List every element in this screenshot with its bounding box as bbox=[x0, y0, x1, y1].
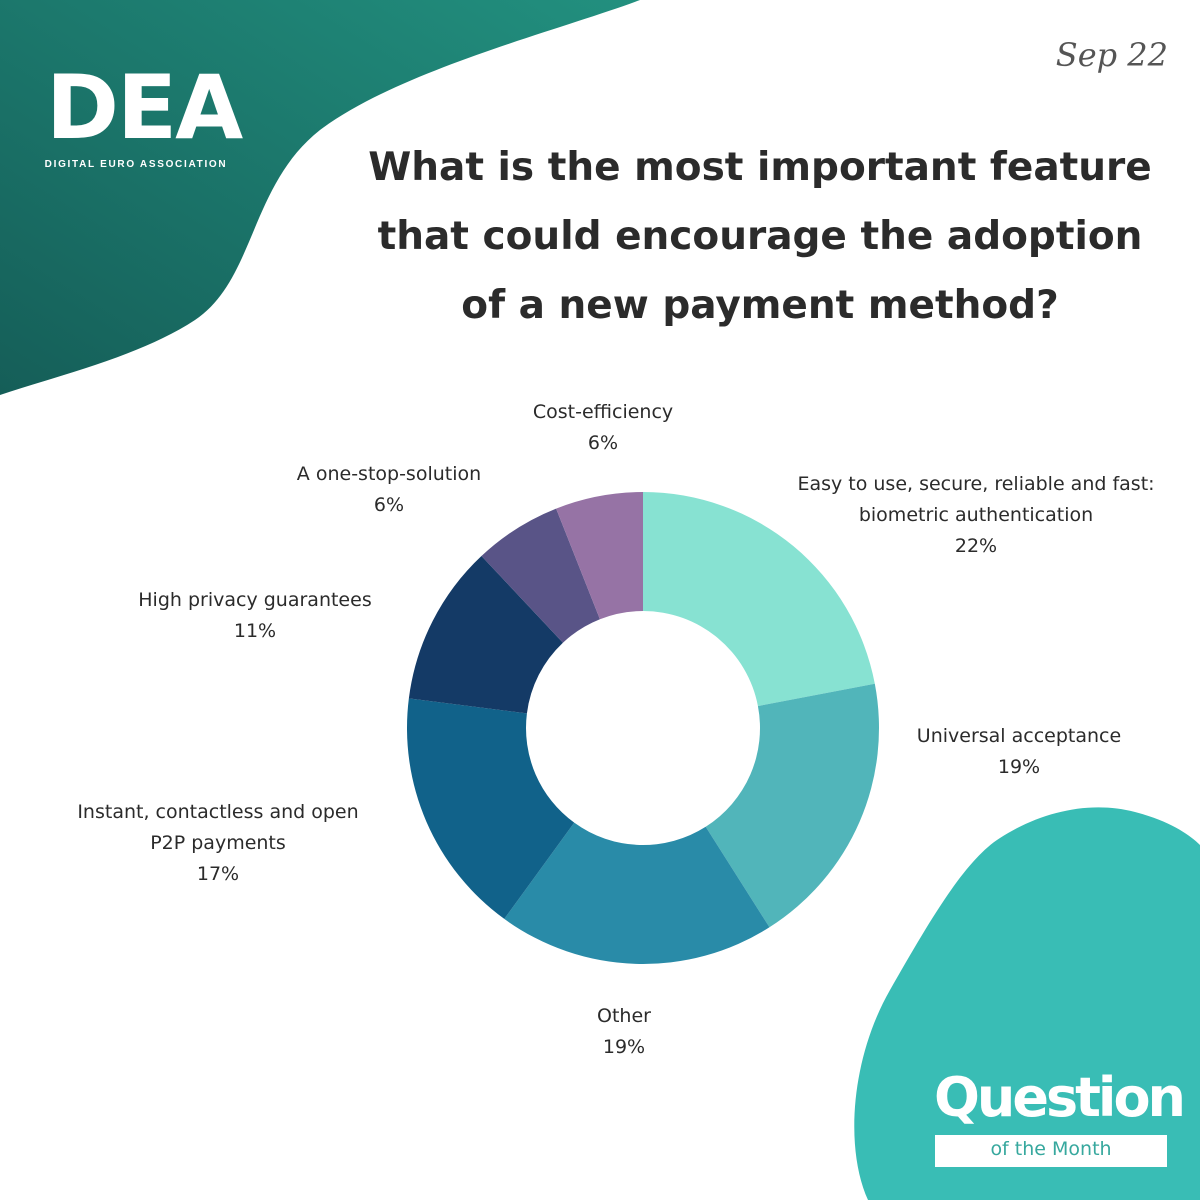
slice-label: Universal acceptance 19% bbox=[917, 725, 1121, 778]
slice-category-label: Other bbox=[597, 1005, 651, 1027]
donut-slice bbox=[556, 492, 643, 620]
slice-label: Easy to use, secure, reliable and fast: b… bbox=[797, 473, 1154, 557]
slice-category-label: P2P payments bbox=[150, 832, 286, 854]
donut-slice bbox=[643, 492, 875, 707]
dea-logo: DEA bbox=[46, 56, 243, 159]
slice-label: Instant, contactless and open P2P payment… bbox=[77, 801, 358, 885]
slice-category-label: Cost-efficiency bbox=[533, 401, 673, 423]
question-badge-subtitle: of the Month bbox=[990, 1138, 1112, 1160]
donut-slice bbox=[705, 683, 879, 928]
bottom-right-blob-shape bbox=[854, 807, 1200, 1200]
slice-label: A one-stop-solution 6% bbox=[297, 463, 481, 516]
slice-category-label: A one-stop-solution bbox=[297, 463, 481, 485]
donut-slice bbox=[504, 822, 770, 964]
slice-value-label: 22% bbox=[955, 535, 997, 557]
slice-value-label: 19% bbox=[998, 756, 1040, 778]
title-line: of a new payment method? bbox=[461, 283, 1059, 328]
slice-label: Cost-efficiency 6% bbox=[533, 401, 673, 454]
donut-slice bbox=[407, 698, 575, 919]
slice-value-label: 17% bbox=[197, 863, 239, 885]
chart-title: What is the most important feature that … bbox=[330, 133, 1190, 340]
donut-slice bbox=[481, 508, 600, 643]
top-left-wave-shape bbox=[0, 0, 640, 395]
slice-category-label: biometric authentication bbox=[859, 504, 1093, 526]
slice-value-label: 6% bbox=[374, 494, 404, 516]
slice-category-label: Easy to use, secure, reliable and fast: bbox=[797, 473, 1154, 495]
slice-value-label: 19% bbox=[603, 1036, 645, 1058]
logo-subtitle: DIGITAL EURO ASSOCIATION bbox=[44, 159, 228, 170]
date-label: Sep 22 bbox=[1055, 36, 1168, 74]
question-badge-title: Question bbox=[934, 1066, 1186, 1129]
slice-category-label: Instant, contactless and open bbox=[77, 801, 358, 823]
title-line: that could encourage the adoption bbox=[377, 214, 1143, 259]
slice-category-label: High privacy guarantees bbox=[138, 589, 371, 611]
donut-slice bbox=[408, 555, 563, 714]
slice-value-label: 11% bbox=[234, 620, 276, 642]
slice-label: Other 19% bbox=[597, 1005, 651, 1058]
slice-value-label: 6% bbox=[588, 432, 618, 454]
title-line: What is the most important feature bbox=[368, 145, 1152, 190]
slice-category-label: Universal acceptance bbox=[917, 725, 1121, 747]
question-badge-box bbox=[935, 1135, 1167, 1167]
slice-label: High privacy guarantees 11% bbox=[138, 589, 371, 642]
